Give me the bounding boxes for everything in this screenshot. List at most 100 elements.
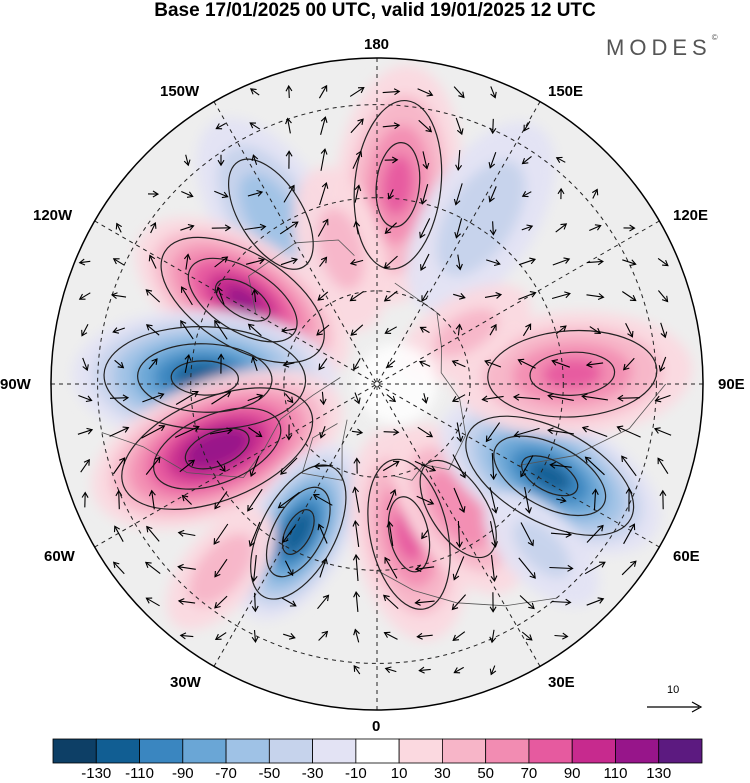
colorbar-tick-label: 50 (477, 765, 494, 782)
logo-text: MODES (606, 35, 712, 60)
wind-vector-arrow (281, 597, 297, 607)
wind-vector-arrow (521, 191, 532, 198)
wind-vector-arrow (353, 665, 361, 675)
wind-vector-arrow (284, 560, 294, 577)
streamline-contour (187, 257, 298, 343)
wind-vector-arrow (148, 489, 156, 510)
wind-vector-arrow (555, 223, 568, 233)
colorbar-swatch (52, 738, 97, 764)
colorbar-tick-label: 10 (390, 765, 408, 782)
wind-vector-arrow (181, 494, 192, 505)
anomaly-contour-fill (436, 160, 526, 276)
wind-vector-arrow (145, 324, 160, 336)
wind-vector-arrow (456, 254, 463, 271)
wind-vector-layer (77, 84, 672, 676)
wind-vector-arrow (77, 427, 94, 435)
wind-vector-arrow (250, 555, 258, 582)
wind-vector-arrow (616, 425, 641, 438)
contour-layer (103, 99, 658, 610)
wind-vector-arrow (419, 218, 431, 239)
wind-vector-arrow (213, 523, 229, 545)
wind-vector-arrow (352, 553, 360, 582)
streamline-contour (487, 329, 658, 418)
wind-vector-arrow (488, 152, 497, 169)
wind-vector-arrow (179, 459, 196, 473)
wind-vector-arrow (657, 457, 669, 474)
wind-vector-arrow (453, 487, 466, 513)
lon-label-30w: 30W (170, 674, 201, 691)
wind-vector-arrow (318, 630, 329, 641)
wind-vector-arrow (453, 293, 466, 300)
colorbar-swatch (441, 738, 487, 764)
wind-vector-arrow (451, 394, 466, 403)
wind-vector-arrow (184, 354, 192, 374)
wind-vector-arrow (317, 218, 329, 237)
wind-vector-arrow (109, 426, 130, 437)
wind-vector-arrow (584, 456, 605, 476)
wind-vector-arrow (145, 456, 161, 475)
wind-vector-arrow (383, 594, 399, 610)
wind-vector-arrow (456, 422, 464, 443)
colorbar-swatch (571, 738, 616, 764)
colorbar-swatch (398, 738, 443, 764)
wind-vector-arrow (520, 522, 534, 547)
wind-vector-arrow (283, 633, 296, 640)
wind-vector-arrow (623, 224, 636, 232)
colorbar-swatch (312, 738, 357, 764)
anomaly-contour-fill (527, 460, 572, 492)
wind-vector-arrow (150, 222, 157, 234)
wind-vector-arrow (489, 323, 497, 336)
wind-vector-arrow (517, 358, 536, 369)
wind-vector-arrow (211, 224, 232, 232)
wind-vector-arrow (587, 258, 604, 266)
wind-vector-arrow (557, 187, 565, 200)
wind-vector-arrow (455, 149, 463, 172)
wind-vector-arrow (214, 256, 229, 268)
wind-vector-arrow (251, 630, 259, 643)
wind-vector-arrow (586, 293, 605, 301)
wind-vector-arrow (82, 357, 89, 372)
wind-vector-arrow (247, 323, 262, 337)
wind-vector-arrow (354, 392, 361, 405)
wind-vector-arrow (78, 394, 93, 403)
streamline-contour (265, 486, 331, 578)
wind-vector-arrow (552, 257, 571, 266)
reference-vector-arrow (647, 701, 703, 713)
wind-vector-arrow (621, 455, 637, 477)
wind-vector-arrow (353, 220, 361, 235)
wind-vector-arrow (621, 291, 637, 302)
wind-vector-arrow (420, 184, 429, 205)
wind-vector-arrow (486, 259, 501, 267)
wind-vector-arrow (521, 224, 534, 231)
wind-vector-arrow (247, 189, 264, 197)
wind-vector-arrow (484, 359, 502, 368)
wind-vector-arrow (490, 452, 497, 481)
map-title: Base 17/01/2025 00 UTC, valid 19/01/2025… (154, 0, 596, 21)
wind-vector-arrow (489, 629, 497, 644)
colorbar-swatch (658, 738, 703, 764)
colorbar-tick-label: -50 (258, 765, 281, 782)
wind-vector-arrow (141, 425, 166, 439)
wind-vector-arrow (455, 520, 463, 549)
streamline-contour (103, 326, 307, 430)
wind-vector-arrow (549, 461, 572, 469)
colorbar-tick-label: -70 (215, 765, 237, 782)
wind-vector-arrow (81, 324, 89, 337)
wind-vector-arrow (421, 393, 429, 404)
wind-vector-arrow (653, 427, 672, 436)
wind-vector-arrow (251, 288, 259, 303)
coastline-layer (101, 239, 667, 607)
wind-vector-arrow (416, 632, 433, 640)
wind-vector-arrow (660, 322, 668, 339)
wind-vector-arrow (518, 257, 537, 266)
wind-vector-arrow (386, 520, 394, 547)
wind-vector-arrow (317, 523, 328, 544)
wind-vector-arrow (383, 290, 398, 302)
wind-vector-arrow (490, 86, 497, 99)
wind-vector-arrow (115, 489, 123, 510)
wind-vector-arrow (523, 121, 531, 132)
wind-vector-arrow (521, 155, 532, 165)
colorbar-swatch (615, 738, 660, 764)
wind-vector-arrow (174, 425, 200, 438)
